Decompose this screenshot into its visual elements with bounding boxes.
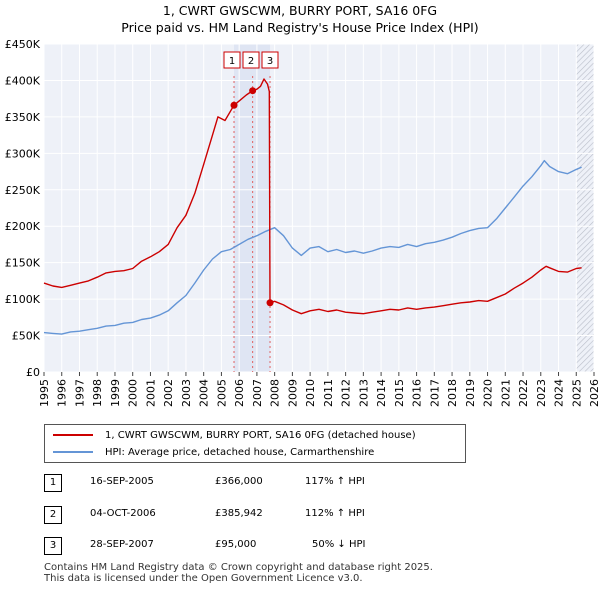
- x-tick-label: 2019: [464, 379, 477, 407]
- x-tick-label: 2021: [499, 379, 512, 407]
- marker-box: [242, 51, 260, 69]
- legend-label-property: 1, CWRT GWSCWM, BURRY PORT, SA16 0FG (de…: [105, 429, 416, 441]
- transaction-price: £366,000: [215, 476, 263, 487]
- transaction-date: 16-SEP-2005: [90, 476, 154, 487]
- x-tick-label: 1996: [56, 379, 69, 407]
- x-tick-label: 2001: [144, 379, 157, 407]
- sale-period-band: [234, 44, 271, 372]
- transaction-date: 28-SEP-2007: [90, 539, 154, 550]
- x-tick-label: 2005: [215, 379, 228, 407]
- transaction-price: £95,000: [215, 539, 257, 550]
- y-tick-label: £350K: [5, 111, 41, 124]
- x-tick-label: 2007: [251, 379, 264, 407]
- legend-item-property: 1, CWRT GWSCWM, BURRY PORT, SA16 0FG (de…: [53, 428, 416, 442]
- x-tick-label: 2015: [393, 379, 406, 407]
- x-tick-label: 1998: [91, 379, 104, 407]
- chart-title: 1, CWRT GWSCWM, BURRY PORT, SA16 0FG: [162, 3, 438, 18]
- x-tick-label: 2003: [180, 379, 193, 407]
- x-tick-label: 2011: [322, 379, 335, 407]
- y-tick-label: £400K: [5, 74, 41, 87]
- y-tick-label: £450K: [5, 38, 41, 51]
- transaction-number: 2: [44, 506, 62, 524]
- x-tick-label: 2014: [375, 379, 388, 407]
- x-tick-label: 1997: [73, 379, 86, 407]
- sale-point: [249, 87, 257, 95]
- marker-box: [261, 51, 279, 69]
- marker-box: [223, 51, 241, 69]
- footer-copyright: Contains HM Land Registry data © Crown c…: [44, 562, 433, 573]
- legend-swatch-property: [53, 434, 93, 436]
- x-tick-label: 2006: [233, 379, 246, 407]
- x-tick-label: 2000: [127, 379, 140, 407]
- x-tick-label: 2020: [482, 379, 495, 407]
- legend-swatch-hpi: [53, 451, 93, 453]
- series-line-hpi: [43, 159, 582, 335]
- x-tick-label: 2017: [428, 379, 441, 407]
- marker-label: 1: [229, 56, 235, 67]
- x-tick-label: 2023: [535, 379, 548, 407]
- forecast-region: [576, 44, 594, 372]
- y-tick-label: £200K: [5, 220, 41, 233]
- transaction-hpi: 112% ↑ HPI: [305, 508, 365, 519]
- y-tick-label: £0: [26, 366, 40, 379]
- x-tick-label: 2002: [162, 379, 175, 407]
- legend-item-hpi: HPI: Average price, detached house, Carm…: [53, 445, 374, 459]
- x-tick-label: 2016: [411, 379, 424, 407]
- y-tick-label: £150K: [5, 257, 41, 270]
- x-tick-label: 2009: [286, 379, 299, 407]
- x-tick-label: 2008: [269, 379, 282, 407]
- transaction-date: 04-OCT-2006: [90, 508, 156, 519]
- x-tick-label: 1995: [38, 379, 51, 407]
- legend: 1, CWRT GWSCWM, BURRY PORT, SA16 0FG (de…: [44, 424, 466, 463]
- x-tick-label: 1999: [109, 379, 122, 407]
- x-tick-label: 2025: [570, 379, 583, 407]
- x-tick-label: 2012: [340, 379, 353, 407]
- x-tick-label: 2010: [304, 379, 317, 407]
- transaction-number: 3: [44, 537, 62, 555]
- x-tick-label: 2018: [446, 379, 459, 407]
- marker-label: 3: [267, 56, 273, 67]
- price-chart: £0 £50K £100K £150K £200K £250K £300K £350K £400…: [5, 38, 600, 407]
- x-tick-label: 2022: [517, 379, 530, 407]
- transaction-number: 1: [44, 474, 62, 492]
- x-tick-label: 2026: [588, 379, 600, 407]
- chart-subtitle: Price paid vs. HM Land Registry's House …: [121, 20, 479, 35]
- series-line-property: [43, 78, 582, 315]
- transaction-price: £385,942: [215, 508, 263, 519]
- sale-point: [266, 299, 274, 307]
- x-tick-label: 2024: [553, 379, 566, 407]
- transaction-hpi: 117% ↑ HPI: [305, 476, 365, 487]
- y-tick-label: £50K: [12, 330, 41, 343]
- y-tick-label: £100K: [5, 293, 41, 306]
- legend-label-hpi: HPI: Average price, detached house, Carm…: [105, 446, 375, 458]
- sale-point: [230, 101, 238, 109]
- x-tick-label: 2013: [357, 379, 370, 407]
- footer-licence: This data is licensed under the Open Gov…: [44, 573, 363, 584]
- plot-area: [44, 44, 594, 372]
- y-tick-label: £250K: [5, 184, 41, 197]
- y-tick-label: £300K: [5, 147, 41, 160]
- marker-label: 2: [248, 56, 254, 67]
- transaction-hpi: 50% ↓ HPI: [312, 539, 366, 550]
- x-tick-label: 2004: [198, 379, 211, 407]
